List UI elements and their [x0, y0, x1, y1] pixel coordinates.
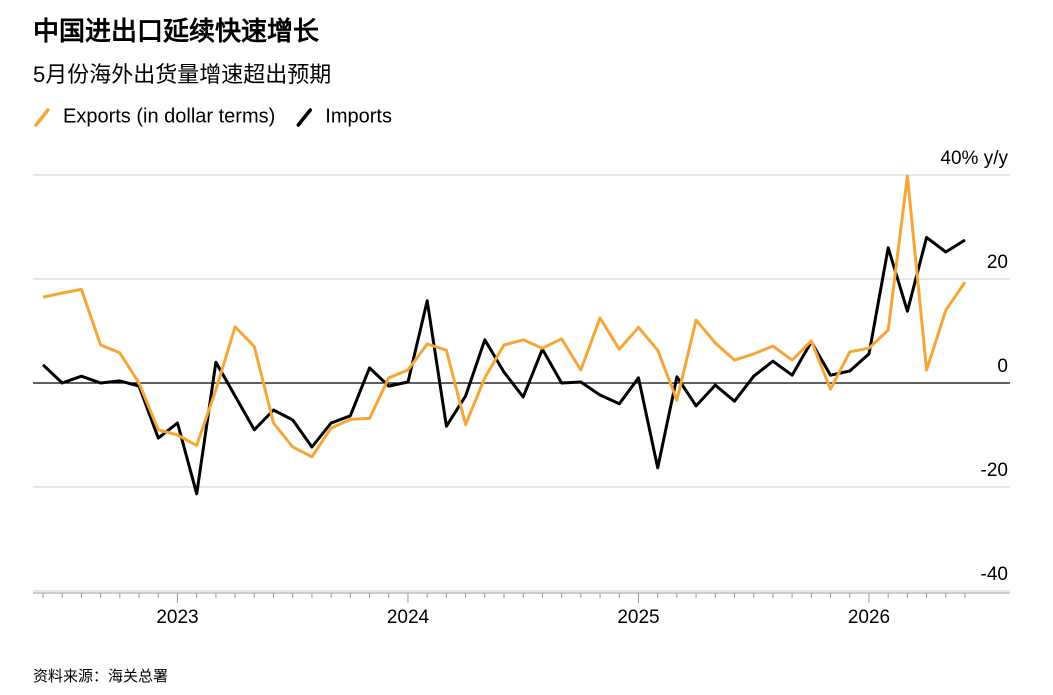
- y-tick-label: -20: [981, 460, 1008, 481]
- legend-swatch: [296, 108, 313, 127]
- legend: Exports (in dollar terms) Imports: [34, 105, 392, 127]
- legend-label: Exports (in dollar terms): [63, 105, 275, 127]
- x-tick-label: 2025: [617, 607, 659, 628]
- legend-swatch: [34, 108, 50, 127]
- x-tick-label: 2024: [387, 607, 430, 628]
- chart-title: 中国进出口延续快速增长: [33, 16, 320, 46]
- x-tick-label: 2026: [848, 607, 890, 628]
- line-series: [42, 174, 967, 459]
- y-tick-label: 0: [997, 356, 1008, 377]
- legend-label: Imports: [325, 105, 392, 127]
- source: 资料来源：海关总署: [33, 668, 168, 685]
- chart-subtitle: 5月份海外出货量增速超出预期: [33, 62, 331, 87]
- y-tick-label: -40: [981, 564, 1008, 585]
- line-series: [41, 235, 966, 496]
- y-tick-label: 40% y/y: [940, 148, 1008, 169]
- y-tick-label: 20: [987, 252, 1008, 273]
- x-tick-label: 2023: [156, 607, 198, 628]
